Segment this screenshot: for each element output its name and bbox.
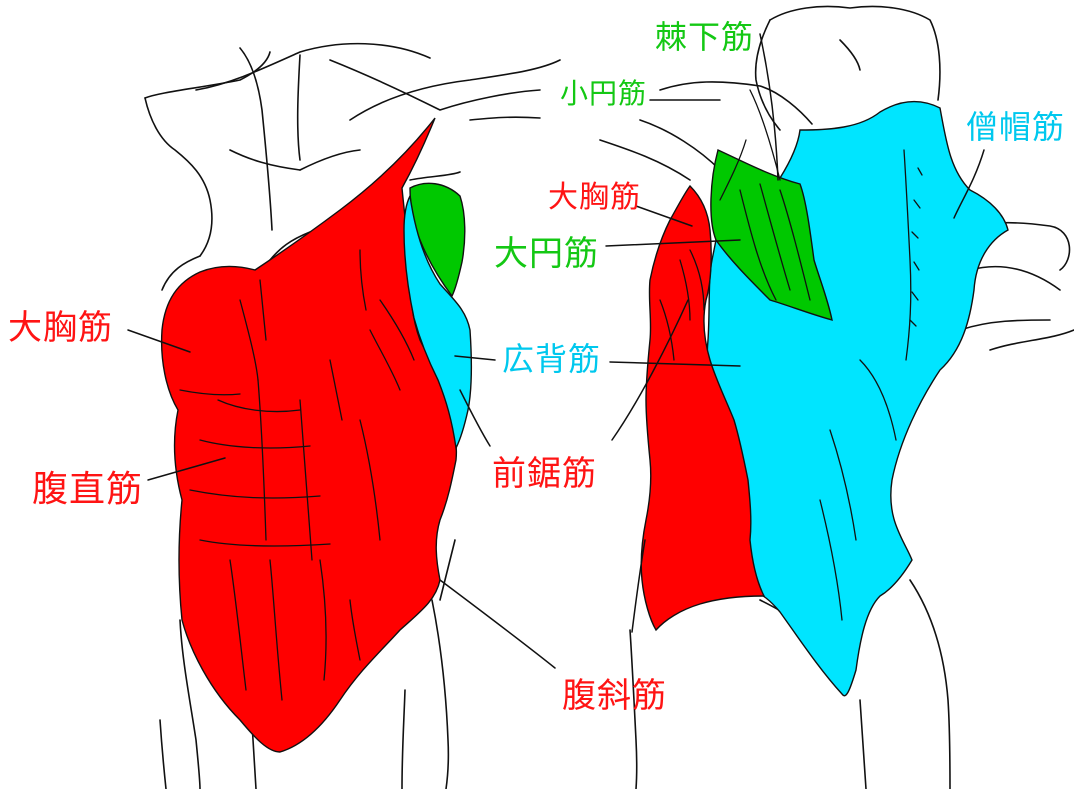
leader-back-pectoralis bbox=[635, 205, 693, 227]
leader-front-pectoralis bbox=[127, 329, 191, 353]
label-infraspinatus: 棘下筋 bbox=[655, 18, 755, 56]
leader-rectus-abdominis bbox=[147, 457, 226, 481]
leader-lat-front bbox=[454, 355, 496, 361]
leader-serratus bbox=[459, 389, 491, 447]
leader-teres-major bbox=[605, 239, 741, 247]
label-teres-minor: 小円筋 bbox=[560, 77, 648, 110]
label-external-oblique: 腹斜筋 bbox=[562, 676, 667, 716]
leader-trapezius bbox=[953, 149, 985, 219]
label-teres-major: 大円筋 bbox=[494, 234, 599, 274]
label-trapezius: 僧帽筋 bbox=[966, 108, 1066, 146]
leader-infraspinatus bbox=[759, 33, 779, 181]
leader-serratus-back bbox=[611, 299, 689, 441]
back-red-muscle-region bbox=[640, 184, 766, 632]
front-muscle-detail-lines bbox=[179, 249, 415, 701]
label-serratus-anterior: 前鋸筋 bbox=[492, 454, 597, 494]
back-torso-outline bbox=[599, 5, 1074, 789]
leader-lines bbox=[127, 33, 985, 669]
front-cyan-muscle-region bbox=[403, 193, 473, 451]
front-torso-outline bbox=[144, 42, 561, 789]
leader-oblique bbox=[439, 579, 556, 669]
label-pectoralis-major-front: 大胸筋 bbox=[8, 308, 113, 348]
label-latissimus-dorsi: 広背筋 bbox=[502, 340, 602, 378]
label-pectoralis-major-back: 大胸筋 bbox=[548, 180, 641, 215]
leader-lat-back bbox=[609, 361, 741, 367]
label-rectus-abdominis: 腹直筋 bbox=[32, 469, 144, 510]
leader-oblique-back bbox=[631, 539, 646, 633]
